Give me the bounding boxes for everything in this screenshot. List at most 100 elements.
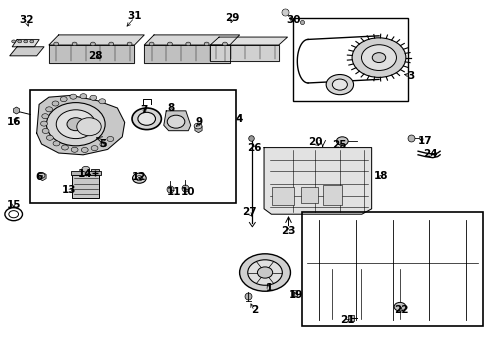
- Polygon shape: [210, 45, 278, 61]
- Text: 17: 17: [417, 136, 432, 146]
- Circle shape: [167, 42, 172, 46]
- Circle shape: [81, 166, 90, 172]
- Polygon shape: [49, 45, 134, 63]
- Text: 28: 28: [88, 51, 102, 61]
- Circle shape: [91, 145, 98, 150]
- Circle shape: [336, 137, 347, 145]
- Circle shape: [136, 176, 142, 181]
- Circle shape: [71, 147, 78, 152]
- Circle shape: [127, 42, 132, 46]
- Circle shape: [371, 53, 385, 63]
- Circle shape: [90, 95, 97, 100]
- Polygon shape: [163, 111, 190, 131]
- Text: 16: 16: [6, 117, 21, 127]
- Circle shape: [325, 75, 353, 95]
- Circle shape: [149, 42, 154, 46]
- Polygon shape: [210, 37, 287, 45]
- Circle shape: [222, 42, 227, 46]
- Bar: [322, 185, 342, 205]
- Bar: [72, 175, 99, 198]
- Circle shape: [41, 121, 47, 126]
- Polygon shape: [264, 148, 371, 214]
- Bar: [302, 212, 482, 326]
- Circle shape: [12, 40, 16, 43]
- Circle shape: [72, 42, 77, 46]
- Circle shape: [138, 112, 155, 125]
- Circle shape: [30, 40, 34, 43]
- Text: 32: 32: [20, 15, 34, 25]
- Circle shape: [38, 173, 45, 178]
- Circle shape: [257, 267, 272, 278]
- Text: 1: 1: [265, 283, 272, 293]
- Text: 9: 9: [196, 117, 203, 127]
- Polygon shape: [49, 35, 144, 45]
- Circle shape: [46, 103, 105, 146]
- Text: 20: 20: [307, 137, 322, 147]
- Circle shape: [41, 114, 48, 119]
- Text: 29: 29: [224, 13, 239, 23]
- Text: 10: 10: [181, 186, 195, 197]
- Text: 26: 26: [246, 143, 261, 153]
- Text: 22: 22: [393, 305, 407, 315]
- Circle shape: [70, 94, 77, 99]
- Text: 3: 3: [407, 71, 413, 81]
- Circle shape: [393, 302, 405, 311]
- Text: 31: 31: [127, 11, 142, 21]
- Text: 7: 7: [140, 105, 148, 115]
- Circle shape: [204, 42, 208, 46]
- Polygon shape: [144, 45, 229, 63]
- Circle shape: [194, 123, 202, 129]
- Circle shape: [54, 42, 59, 46]
- Circle shape: [109, 42, 113, 46]
- Polygon shape: [12, 40, 39, 47]
- Text: 15: 15: [6, 200, 21, 210]
- Circle shape: [81, 148, 88, 153]
- Circle shape: [53, 141, 60, 146]
- Circle shape: [99, 99, 105, 104]
- Circle shape: [52, 101, 59, 106]
- Circle shape: [167, 115, 184, 128]
- Polygon shape: [37, 95, 124, 155]
- Circle shape: [247, 260, 282, 285]
- Circle shape: [185, 42, 190, 46]
- Circle shape: [42, 129, 49, 134]
- Bar: [300, 187, 317, 203]
- Circle shape: [56, 110, 95, 139]
- Text: 2: 2: [250, 305, 257, 315]
- Text: 23: 23: [281, 226, 295, 236]
- Circle shape: [18, 40, 21, 43]
- Text: 11: 11: [166, 186, 181, 197]
- Text: 25: 25: [332, 140, 346, 150]
- Circle shape: [24, 40, 28, 43]
- Circle shape: [80, 94, 87, 99]
- Text: 21: 21: [339, 315, 354, 325]
- Circle shape: [132, 108, 161, 130]
- Text: 30: 30: [285, 15, 300, 25]
- Bar: [293, 18, 407, 101]
- Text: 4: 4: [235, 114, 243, 124]
- Circle shape: [46, 107, 53, 112]
- Circle shape: [239, 254, 290, 291]
- Bar: [30, 90, 235, 203]
- Text: 14: 14: [78, 168, 93, 179]
- Circle shape: [332, 79, 346, 90]
- Circle shape: [107, 136, 114, 141]
- Circle shape: [61, 145, 68, 150]
- Circle shape: [77, 118, 101, 136]
- Circle shape: [67, 118, 84, 131]
- Text: 19: 19: [288, 290, 303, 300]
- Text: 18: 18: [373, 171, 388, 181]
- Circle shape: [60, 96, 67, 102]
- Text: 12: 12: [132, 172, 146, 182]
- Circle shape: [361, 45, 396, 71]
- Circle shape: [90, 42, 95, 46]
- Text: 8: 8: [167, 103, 174, 113]
- Text: 5: 5: [99, 139, 106, 149]
- Circle shape: [351, 38, 405, 77]
- Polygon shape: [144, 35, 239, 45]
- Circle shape: [132, 173, 146, 183]
- Bar: [71, 171, 101, 175]
- Circle shape: [46, 135, 53, 140]
- Circle shape: [100, 142, 106, 147]
- Text: 24: 24: [422, 149, 437, 159]
